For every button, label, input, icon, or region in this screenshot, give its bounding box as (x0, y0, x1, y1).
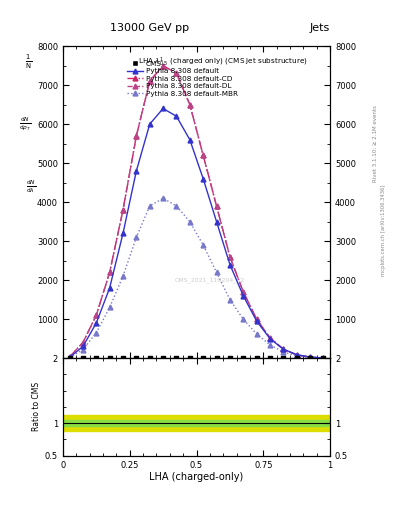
Bar (63, 420, 330, 426)
Point (147, 354, 153, 362)
Point (80, 354, 86, 362)
Point (240, 354, 246, 362)
Text: LHA $\lambda^{1}_{0.5}$ (charged only) (CMS jet substructure): LHA $\lambda^{1}_{0.5}$ (charged only) (… (138, 55, 307, 69)
Legend: CMS, Pythia 8.308 default, Pythia 8.308 default-CD, Pythia 8.308 default-DL, Pyt: CMS, Pythia 8.308 default, Pythia 8.308 … (125, 59, 239, 98)
Bar (63, 415, 330, 431)
Point (66, 354, 73, 362)
Point (120, 354, 126, 362)
Point (320, 354, 327, 362)
Point (280, 354, 286, 362)
Text: 13000 GeV pp: 13000 GeV pp (110, 23, 189, 33)
Point (107, 354, 113, 362)
Point (187, 354, 193, 362)
Point (133, 354, 140, 362)
Text: $\frac{1}{\mathrm{N}}$: $\frac{1}{\mathrm{N}}$ (25, 52, 32, 71)
Y-axis label: Ratio to CMS: Ratio to CMS (32, 382, 41, 432)
Point (267, 354, 273, 362)
Point (160, 354, 166, 362)
Point (294, 354, 300, 362)
Text: mcplots.cern.ch [arXiv:1306.3436]: mcplots.cern.ch [arXiv:1306.3436] (381, 185, 386, 276)
Point (227, 354, 233, 362)
Point (213, 354, 220, 362)
Text: Jets: Jets (310, 23, 330, 33)
Text: Rivet 3.1.10; ≥ 2.1M events: Rivet 3.1.10; ≥ 2.1M events (373, 105, 378, 182)
Text: CMS_2021_119204_02: CMS_2021_119204_02 (175, 278, 245, 283)
Text: $\frac{\mathrm{d}N}{\mathrm{d}\lambda}$: $\frac{\mathrm{d}N}{\mathrm{d}\lambda}$ (26, 178, 36, 195)
Point (200, 354, 206, 362)
Point (93, 354, 99, 362)
Point (307, 354, 313, 362)
Point (173, 354, 180, 362)
Text: $\frac{\mathrm{d}N}{\mathrm{d} p_T}$: $\frac{\mathrm{d}N}{\mathrm{d} p_T}$ (19, 116, 31, 133)
Point (253, 354, 260, 362)
X-axis label: LHA (charged-only): LHA (charged-only) (149, 472, 244, 482)
